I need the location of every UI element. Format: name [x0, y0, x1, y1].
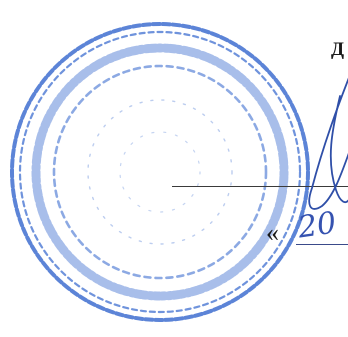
signature-underline-rule — [172, 186, 348, 187]
date-open-quote: « — [266, 218, 279, 247]
date-fill-line — [296, 244, 348, 245]
heading-fragment-text: Д — [331, 39, 345, 60]
handwritten-date-day: 20 — [295, 205, 339, 246]
